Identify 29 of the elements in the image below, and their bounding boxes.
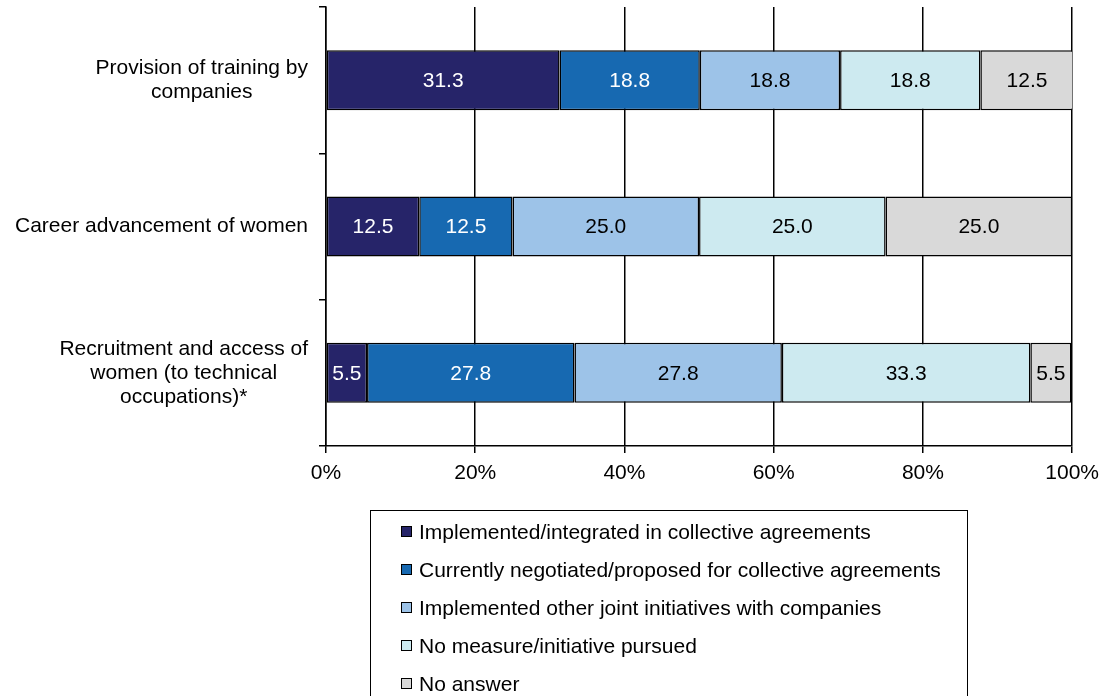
x-tick-label: 20% [454, 460, 497, 484]
data-label: 31.3 [422, 67, 464, 91]
data-label: 25.0 [958, 214, 1000, 238]
y-tick-label: Recruitment and access of women (to technical occupations)* [59, 335, 309, 407]
legend-label: No answer [419, 672, 520, 696]
legend-label: Currently negotiated/proposed for collective agreements [419, 558, 941, 582]
data-label: 27.8 [657, 360, 699, 384]
data-label: 18.8 [749, 67, 791, 91]
x-tick-label: 0% [310, 460, 342, 484]
data-label: 18.8 [609, 67, 651, 91]
data-label: 25.0 [585, 214, 627, 238]
x-tick-label: 80% [901, 460, 944, 484]
legend-label: No measure/initiative pursued [419, 634, 697, 658]
data-label: 18.8 [889, 67, 931, 91]
y-tick-label: Provision of training by companies [95, 54, 309, 102]
legend-label: Implemented other joint initiatives with companies [419, 596, 882, 620]
y-tick-label: Career advancement of women [15, 213, 309, 237]
x-tick-label: 100% [1045, 460, 1099, 484]
data-label: 12.5 [445, 214, 487, 238]
data-label: 25.0 [771, 214, 813, 238]
data-label: 33.3 [885, 360, 927, 384]
data-label: 12.5 [352, 214, 394, 238]
x-tick-label: 60% [752, 460, 795, 484]
legend-label: Implemented/integrated in collective agreements [419, 520, 871, 544]
data-label: 12.5 [1006, 67, 1048, 91]
data-label: 5.5 [332, 360, 362, 384]
data-label: 5.5 [1036, 360, 1066, 384]
data-label: 27.8 [450, 360, 492, 384]
x-tick-label: 40% [603, 460, 646, 484]
